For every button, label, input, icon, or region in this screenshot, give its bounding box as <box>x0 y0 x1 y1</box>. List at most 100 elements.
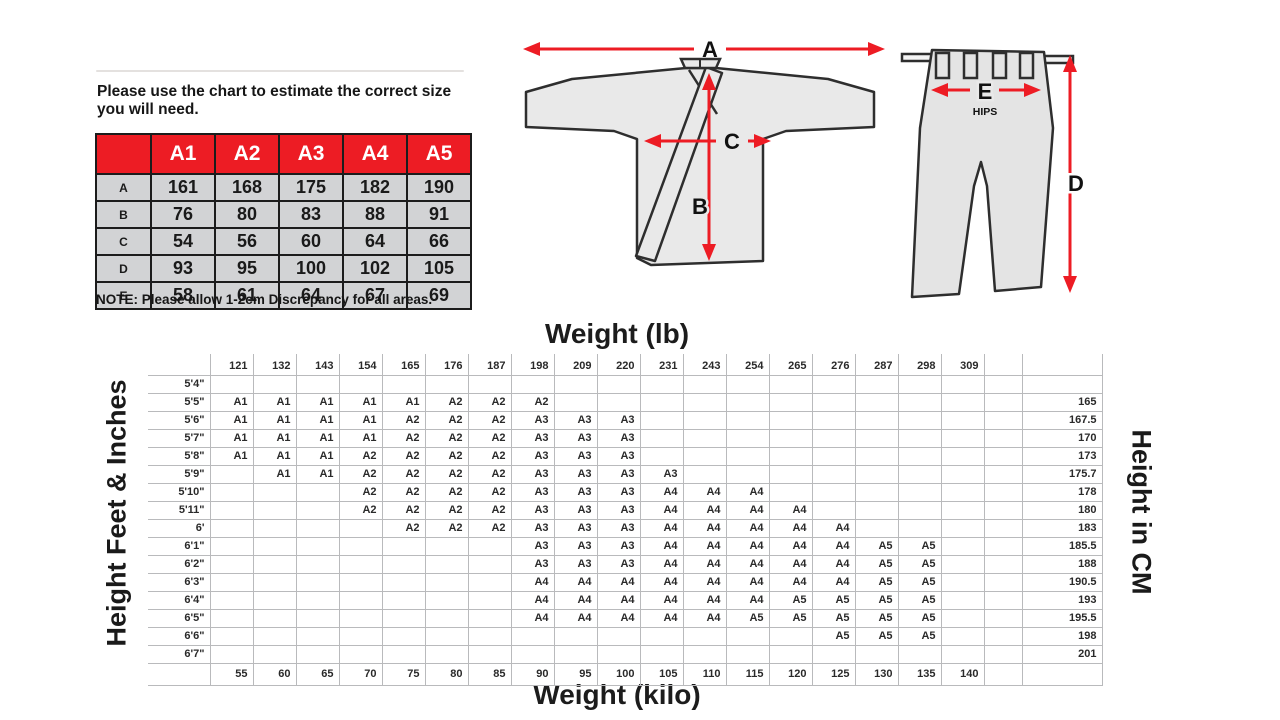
grid-spacer-cell <box>983 375 1023 394</box>
measurement-value-cell: 168 <box>214 173 280 202</box>
size-cell: A2 <box>381 501 426 520</box>
size-cell <box>768 447 813 466</box>
size-cell <box>768 429 813 448</box>
size-cell: A4 <box>682 519 727 538</box>
size-cell: A5 <box>811 591 856 610</box>
weight-kilo-footer-cell: 65 <box>295 663 340 686</box>
height-label-cell: 6'3" <box>148 573 211 592</box>
size-cell <box>811 375 856 394</box>
size-cell <box>295 555 340 574</box>
cm-header-cell <box>1022 354 1103 376</box>
size-cell <box>467 627 512 646</box>
size-cell <box>682 465 727 484</box>
size-cell: A2 <box>424 393 469 412</box>
size-cell <box>682 627 727 646</box>
jacket-wingspan-label: A <box>702 37 718 62</box>
height-row: 5'9" A1 A1 A2 A2 A2 A2 A3 A3 A3 A3 175.7 <box>148 465 1103 484</box>
height-feet-inches-axis-label: Height Feet & Inches <box>101 379 132 647</box>
height-label-cell: 6'2" <box>148 555 211 574</box>
size-cell <box>596 375 641 394</box>
size-cell <box>768 393 813 412</box>
size-cell <box>424 555 469 574</box>
measurement-value-cell: 102 <box>342 254 408 283</box>
size-cell <box>424 645 469 664</box>
size-cell <box>768 411 813 430</box>
size-table-row: C 54 56 60 64 66 <box>95 227 472 256</box>
note-label: NOTE: <box>96 292 138 307</box>
intro-title-line2: you will need. <box>97 101 199 118</box>
size-cell: A3 <box>510 555 555 574</box>
height-row: 6'6" A5 A5 A5 198 <box>148 627 1103 646</box>
size-cell: A4 <box>682 483 727 502</box>
size-cell: A5 <box>854 573 899 592</box>
size-cell <box>209 573 254 592</box>
height-label-cell: 6'4" <box>148 591 211 610</box>
size-cell: A1 <box>381 393 426 412</box>
grid-spacer-cell <box>983 447 1023 466</box>
height-row: 5'10" A2 A2 A2 A2 A3 A3 A3 A4 A4 A4 178 <box>148 483 1103 502</box>
weight-lb-header-cell: 176 <box>425 354 469 376</box>
size-cell: A3 <box>553 519 598 538</box>
size-cell <box>854 645 899 664</box>
size-cell <box>252 573 297 592</box>
size-cell <box>252 591 297 610</box>
measurement-value-cell: 76 <box>150 200 216 229</box>
measurement-value-cell: 67 <box>342 281 408 310</box>
pants-belt-loops <box>934 51 1035 80</box>
measurement-value-cell: 95 <box>214 254 280 283</box>
size-cell: A3 <box>596 429 641 448</box>
size-cell: A4 <box>639 501 684 520</box>
height-label-cell: 5'6" <box>148 411 211 430</box>
size-cell: A2 <box>424 447 469 466</box>
measurement-value-cell: 88 <box>342 200 408 229</box>
height-cm-cell: 185.5 <box>1021 537 1103 556</box>
size-cell <box>252 483 297 502</box>
size-table-note: NOTE: Please allow 1-2cm Discrepancy for… <box>96 292 432 307</box>
size-table-header-row: A1 A2 A3 A4 A5 <box>95 133 472 175</box>
size-cell: A5 <box>897 609 942 628</box>
size-cell <box>725 375 770 394</box>
size-cell: A4 <box>639 483 684 502</box>
weight-kilo-footer-cell: 95 <box>553 663 598 686</box>
measurement-value-cell: 83 <box>278 200 344 229</box>
size-cell <box>854 447 899 466</box>
weight-kilo-footer-cell: 90 <box>510 663 555 686</box>
size-cell <box>252 555 297 574</box>
size-cell <box>682 411 727 430</box>
height-cm-cell: 188 <box>1021 555 1103 574</box>
size-cell <box>295 591 340 610</box>
size-cell <box>854 375 899 394</box>
size-cell <box>467 645 512 664</box>
size-cell: A4 <box>725 537 770 556</box>
grid-spacer-cell <box>983 591 1023 610</box>
size-cell: A2 <box>381 447 426 466</box>
size-cell: A2 <box>424 501 469 520</box>
weight-lb-header-cell: 265 <box>769 354 813 376</box>
size-cell: A3 <box>596 483 641 502</box>
size-cell <box>897 447 942 466</box>
size-column-header-cell: A2 <box>214 133 280 175</box>
jacket-chest-label: C <box>724 129 740 154</box>
height-cm-cell: 193 <box>1021 591 1103 610</box>
jacket-outline <box>524 66 876 267</box>
height-label-cell: 5'10" <box>148 483 211 502</box>
weight-kilo-footer-cell: 140 <box>940 663 985 686</box>
size-cell <box>424 627 469 646</box>
size-cell: A3 <box>510 483 555 502</box>
height-cm-cell: 175.7 <box>1021 465 1103 484</box>
size-cell: A4 <box>725 519 770 538</box>
size-cell <box>467 591 512 610</box>
size-cell: A4 <box>768 501 813 520</box>
height-row: 5'8" A1 A1 A1 A2 A2 A2 A2 A3 A3 A3 173 <box>148 447 1103 466</box>
size-cell <box>940 591 985 610</box>
size-cell <box>295 645 340 664</box>
size-cell <box>811 483 856 502</box>
size-cell <box>940 447 985 466</box>
measurement-value-cell: 58 <box>150 281 216 310</box>
grid-spacer-cell <box>983 519 1023 538</box>
height-row: 5'7" A1 A1 A1 A1 A2 A2 A2 A3 A3 A3 170 <box>148 429 1103 448</box>
size-cell: A5 <box>897 627 942 646</box>
height-cm-cell: 178 <box>1021 483 1103 502</box>
size-cell: A2 <box>338 483 383 502</box>
size-cell: A4 <box>768 519 813 538</box>
